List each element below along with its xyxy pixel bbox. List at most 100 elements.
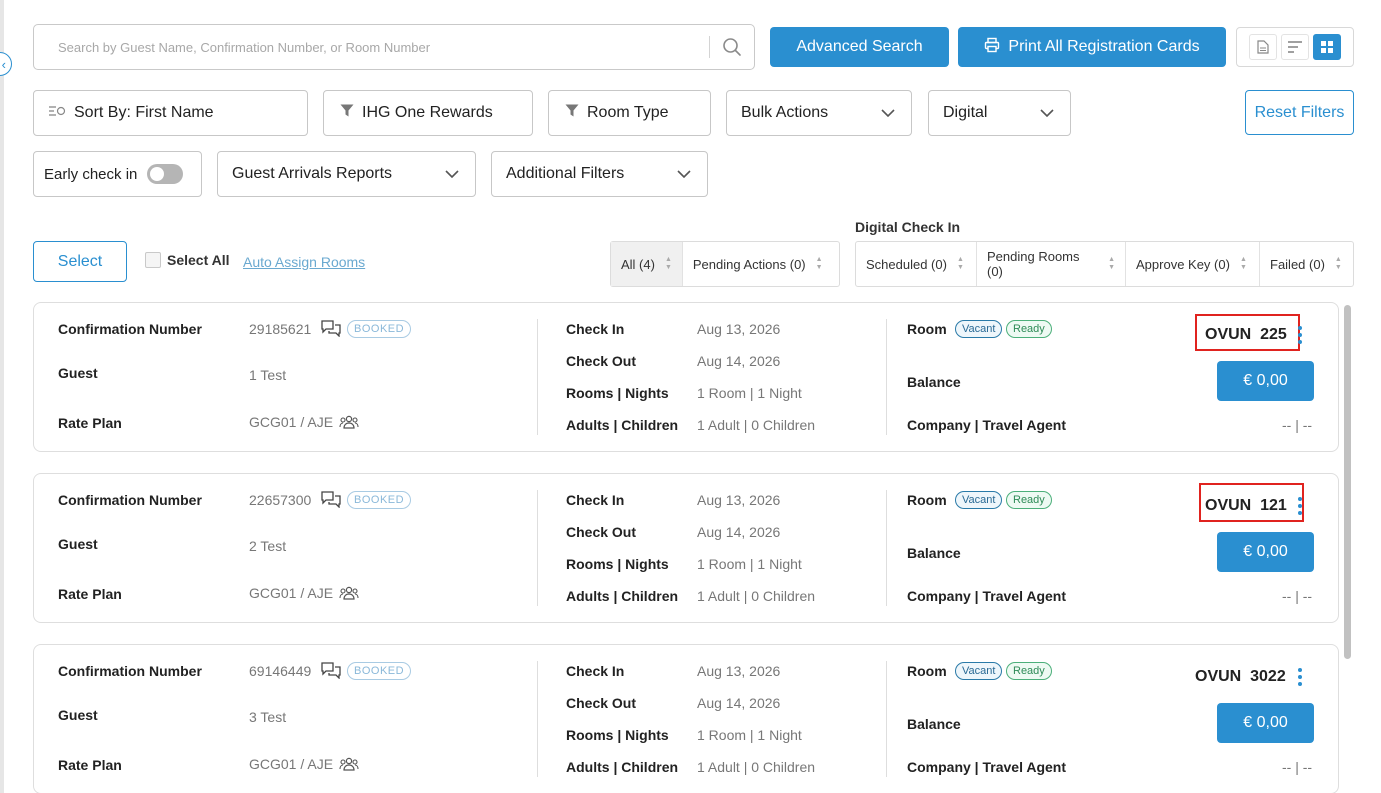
room-number[interactable]: OVUN 225 (1205, 326, 1287, 344)
reservation-card[interactable]: Confirmation Number 69146449 BOOKED Gues… (33, 644, 1339, 793)
tab-all[interactable]: All (4) ▲ ▼ (611, 242, 683, 286)
early-checkin-toggle[interactable] (147, 164, 184, 184)
divider (537, 319, 538, 435)
digital-dropdown[interactable]: Digital (928, 90, 1071, 136)
select-button[interactable]: Select (33, 241, 127, 282)
guest-label: Guest (58, 707, 98, 723)
more-options-icon[interactable] (1298, 497, 1302, 515)
ready-badge: Ready (1006, 662, 1052, 680)
tab-scheduled[interactable]: Scheduled (0) ▲ ▼ (856, 242, 977, 286)
message-icon[interactable] (321, 320, 341, 342)
company-value: -- | -- (1282, 588, 1313, 604)
confirmation-label: Confirmation Number (58, 321, 202, 337)
rooms-nights: 1 Room | 1 Night (697, 727, 802, 743)
document-view-icon[interactable] (1249, 34, 1277, 60)
sort-arrows-icon: ▲ ▼ (1239, 256, 1247, 271)
balance-label: Balance (907, 545, 961, 561)
tab-pending-rooms[interactable]: Pending Rooms (0) ▲ ▼ (977, 242, 1126, 286)
chevron-left-icon: ‹ (1, 56, 6, 72)
tab-pending-actions[interactable]: Pending Actions (0) ▲ ▼ (683, 242, 839, 286)
tab-label: Scheduled (0) (866, 256, 947, 272)
print-registration-cards-button[interactable]: Print All Registration Cards (958, 27, 1226, 67)
message-icon[interactable] (321, 662, 341, 684)
rooms-nights-label: Rooms | Nights (566, 556, 669, 572)
balance-label: Balance (907, 716, 961, 732)
collapse-sidebar-button[interactable]: ‹ (0, 52, 12, 76)
status-badge: BOOKED (347, 491, 412, 509)
grid-view-icon[interactable] (1313, 34, 1341, 60)
ihg-label: IHG One Rewards (362, 104, 493, 121)
guest-name: 1 Test (249, 367, 287, 383)
check-out-date: Aug 14, 2026 (697, 524, 781, 540)
sort-arrows-icon: ▲ ▼ (1334, 256, 1342, 271)
more-options-icon[interactable] (1298, 668, 1302, 686)
balance-button[interactable]: € 0,00 (1217, 361, 1314, 401)
sort-arrows-icon: ▲ ▼ (1108, 256, 1115, 271)
more-options-icon[interactable] (1298, 326, 1302, 344)
additional-filters-dropdown[interactable]: Additional Filters (491, 151, 708, 197)
status-badge: BOOKED (347, 320, 412, 338)
rate-plan: GCG01 / AJE (249, 756, 334, 772)
advanced-search-button[interactable]: Advanced Search (770, 27, 949, 67)
room-label: Room (907, 321, 947, 337)
funnel-icon (565, 104, 579, 122)
guest-arrivals-reports-dropdown[interactable]: Guest Arrivals Reports (217, 151, 476, 197)
tab-approve-key[interactable]: Approve Key (0) ▲ ▼ (1126, 242, 1260, 286)
check-in-date: Aug 13, 2026 (697, 492, 781, 508)
rooms-nights-label: Rooms | Nights (566, 385, 669, 401)
status-tabs: All (4) ▲ ▼ Pending Actions (0) ▲ ▼ (610, 241, 840, 287)
company-label: Company | Travel Agent (907, 417, 1066, 433)
message-icon[interactable] (321, 491, 341, 513)
divider (886, 319, 887, 435)
scrollbar-thumb[interactable] (1344, 305, 1351, 659)
check-in-label: Check In (566, 663, 625, 679)
ihg-rewards-filter[interactable]: IHG One Rewards (323, 90, 533, 136)
bulk-actions-dropdown[interactable]: Bulk Actions (726, 90, 912, 136)
confirmation-label: Confirmation Number (58, 492, 202, 508)
room-number-value: 225 (1260, 326, 1287, 343)
balance-button[interactable]: € 0,00 (1217, 532, 1314, 572)
company-label: Company | Travel Agent (907, 588, 1066, 604)
room-code: OVUN (1195, 668, 1242, 685)
adults-children: 1 Adult | 0 Children (697, 759, 816, 775)
select-all[interactable]: Select All (145, 252, 230, 268)
ready-badge: Ready (1006, 491, 1052, 509)
reservation-card[interactable]: Confirmation Number 29185621 BOOKED Gues… (33, 302, 1339, 452)
room-number[interactable]: OVUN 121 (1205, 497, 1287, 515)
funnel-icon (340, 104, 354, 122)
room-type-label: Room Type (587, 104, 669, 121)
adults-children: 1 Adult | 0 Children (697, 588, 816, 604)
search-bar (33, 24, 755, 70)
bulk-actions-label: Bulk Actions (741, 104, 829, 121)
search-input[interactable] (34, 25, 709, 69)
room-type-filter[interactable]: Room Type (548, 90, 711, 136)
sort-arrows-icon: ▲ ▼ (664, 256, 672, 271)
divider (537, 661, 538, 777)
sort-arrows-icon: ▲ ▼ (815, 256, 823, 271)
room-code: OVUN (1205, 326, 1252, 343)
company-label: Company | Travel Agent (907, 759, 1066, 775)
reset-filters-button[interactable]: Reset Filters (1245, 90, 1354, 135)
rooms-nights: 1 Room | 1 Night (697, 556, 802, 572)
check-out-label: Check Out (566, 695, 637, 711)
vacant-badge: Vacant (955, 491, 1003, 509)
highlight-box (1199, 483, 1304, 522)
list-view-icon[interactable] (1281, 34, 1309, 60)
select-all-checkbox[interactable] (145, 252, 161, 268)
chevron-down-icon (445, 165, 459, 183)
room-number[interactable]: OVUN 3022 (1195, 668, 1286, 686)
check-out-date: Aug 14, 2026 (697, 353, 781, 369)
reservation-card[interactable]: Confirmation Number 22657300 BOOKED Gues… (33, 473, 1339, 623)
tab-label: Approve Key (0) (1136, 256, 1230, 272)
tab-failed[interactable]: Failed (0) ▲ ▼ (1260, 242, 1353, 286)
balance-button[interactable]: € 0,00 (1217, 703, 1314, 743)
tab-label: Pending Actions (0) (692, 256, 806, 272)
vacant-badge: Vacant (955, 662, 1003, 680)
vacant-badge: Vacant (955, 320, 1003, 338)
chevron-down-icon (1040, 104, 1054, 122)
search-icon[interactable] (710, 37, 754, 57)
auto-assign-rooms-link[interactable]: Auto Assign Rooms (243, 254, 366, 270)
sort-by-dropdown[interactable]: Sort By: First Name (33, 90, 308, 136)
sort-arrows-icon: ▲ ▼ (956, 256, 964, 271)
check-in-label: Check In (566, 492, 625, 508)
